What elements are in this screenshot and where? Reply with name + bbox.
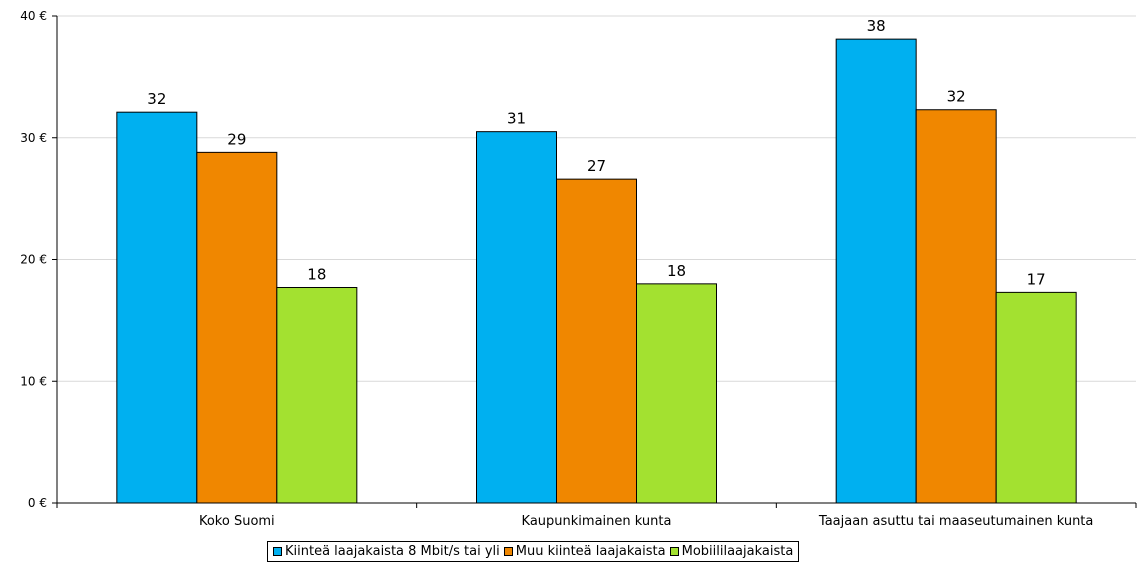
bars <box>116 38 1077 504</box>
bar-chart: 32 29 18 31 27 18 38 32 17 0 € 10 € 20 € 30 € 40 € K… <box>20 9 1137 529</box>
bar <box>636 283 717 504</box>
x-tick-labels: Koko Suomi Kaupunkimainen kunta Taajaan as… <box>199 514 1093 529</box>
data-label: 32 <box>147 90 166 108</box>
bar <box>556 178 637 504</box>
x-tick-label: Taajaan asuttu tai maaseutumainen kunta <box>818 514 1093 529</box>
bar <box>276 287 358 504</box>
legend-swatch <box>503 547 513 556</box>
data-label: 18 <box>307 266 326 284</box>
bar <box>915 109 997 504</box>
legend-item: Mobiililaajakaista <box>669 544 794 559</box>
legend-label: Kiinteä laajakaista 8 Mbit/s tai yli <box>285 544 500 559</box>
legend: Kiinteä laajakaista 8 Mbit/s tai yli Muu… <box>267 541 800 562</box>
data-labels: 32 29 18 31 27 18 38 32 17 <box>147 17 1045 288</box>
legend-label: Muu kiinteä laajakaista <box>515 544 666 559</box>
legend-swatch <box>669 547 679 556</box>
bar <box>995 291 1077 504</box>
y-tick-label: 10 € <box>20 374 47 388</box>
y-tick-label: 0 € <box>28 496 47 510</box>
y-tick-label: 30 € <box>20 131 47 145</box>
data-label: 38 <box>867 17 886 35</box>
data-label: 31 <box>507 110 526 128</box>
legend-label: Mobiililaajakaista <box>681 544 794 559</box>
data-label: 29 <box>227 130 246 148</box>
y-tick-label: 20 € <box>20 253 47 267</box>
data-label: 17 <box>1027 270 1046 288</box>
data-label: 32 <box>947 88 966 106</box>
bar <box>196 151 278 504</box>
bar <box>116 111 198 504</box>
x-tick-label: Koko Suomi <box>199 514 275 529</box>
legend-item: Kiinteä laajakaista 8 Mbit/s tai yli <box>273 544 500 559</box>
x-tick-label: Kaupunkimainen kunta <box>522 514 672 529</box>
y-tick-label: 40 € <box>20 9 47 23</box>
data-label: 27 <box>587 157 606 175</box>
bar <box>476 131 557 504</box>
legend-item: Muu kiinteä laajakaista <box>503 544 666 559</box>
y-tick-labels: 0 € 10 € 20 € 30 € 40 € <box>20 9 47 510</box>
legend-swatch <box>273 547 282 556</box>
data-label: 18 <box>667 262 686 280</box>
bar <box>835 38 917 504</box>
